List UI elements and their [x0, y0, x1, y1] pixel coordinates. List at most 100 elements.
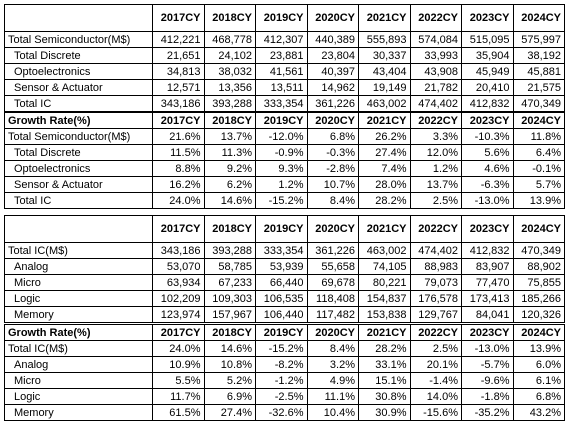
table-cell: 412,832: [461, 95, 514, 112]
year-header: 2024CY: [512, 112, 565, 129]
table-row: Memory 123,974 157,967 106,440 117,482 153,83…: [4, 306, 565, 323]
table-header-row: Growth Rate(%) 2017CY 2018CY 2019CY 2020CY 20…: [4, 324, 565, 341]
table-cell: 23,804: [306, 47, 359, 64]
table-cell: 79,073: [409, 274, 462, 291]
year-header: 2023CY: [461, 324, 514, 341]
table-cell: 106,440: [255, 306, 308, 323]
year-header: 2021CY: [358, 324, 411, 341]
year-header: 2019CY: [255, 215, 308, 243]
table-cell: -10.3%: [461, 128, 514, 145]
row-label: Logic: [4, 388, 153, 405]
table-cell: 14.6%: [203, 340, 256, 357]
table-cell: 33.1%: [358, 356, 411, 373]
table-cell: 74,105: [358, 258, 411, 275]
table-cell: 5.2%: [203, 372, 256, 389]
row-label: Sensor & Actuator: [4, 176, 153, 193]
year-header: 2018CY: [203, 324, 256, 341]
table-cell: -13.0%: [461, 192, 514, 209]
table-cell: 157,967: [203, 306, 256, 323]
year-header: 2024CY: [512, 215, 565, 243]
table-cell: 412,307: [255, 31, 308, 48]
table-header-label: [4, 215, 153, 243]
table-header-label: [4, 4, 153, 32]
table-cell: 16.2%: [152, 176, 205, 193]
table-row: Optoelectronics 8.8% 9.2% 9.3% -2.8% 7.4% 1.2%…: [4, 160, 565, 177]
row-label: Total IC: [4, 192, 153, 209]
table-cell: -1.8%: [461, 388, 514, 405]
ic-growth-table: Growth Rate(%) 2017CY 2018CY 2019CY 2020CY 20…: [4, 324, 565, 421]
table-cell: 3.3%: [409, 128, 462, 145]
table-cell: 8.8%: [152, 160, 205, 177]
row-label: Total Semiconductor(M$): [4, 128, 153, 145]
table-cell: 23,881: [255, 47, 308, 64]
table-cell: 5.6%: [461, 144, 514, 161]
table-cell: 15.1%: [358, 372, 411, 389]
year-header: 2023CY: [461, 215, 514, 243]
table-cell: 6.8%: [512, 388, 565, 405]
table-cell: -32.6%: [255, 404, 308, 421]
table-cell: 34,813: [152, 63, 205, 80]
table-cell: 88,902: [512, 258, 565, 275]
table-cell: 8.4%: [306, 192, 359, 209]
semiconductor-growth-table: Growth Rate(%) 2017CY 2018CY 2019CY 2020CY 20…: [4, 112, 565, 209]
year-header: 2017CY: [152, 112, 205, 129]
table-cell: 53,070: [152, 258, 205, 275]
table-cell: 412,221: [152, 31, 205, 48]
table-row: Analog 53,070 58,785 53,939 55,658 74,105 88,9…: [4, 258, 565, 275]
table-row: Sensor & Actuator 12,571 13,356 13,511 14,96…: [4, 79, 565, 96]
table-cell: 45,881: [512, 63, 565, 80]
year-header: 2018CY: [203, 112, 256, 129]
table-cell: 5.7%: [512, 176, 565, 193]
table-cell: 468,778: [203, 31, 256, 48]
row-label: Micro: [4, 372, 153, 389]
table-cell: 35,904: [461, 47, 514, 64]
table-cell: 24,102: [203, 47, 256, 64]
table-cell: 63,934: [152, 274, 205, 291]
table-cell: 13.9%: [512, 192, 565, 209]
table-cell: 43,908: [409, 63, 462, 80]
row-label: Optoelectronics: [4, 160, 153, 177]
table-cell: 3.2%: [306, 356, 359, 373]
table-cell: 13.7%: [203, 128, 256, 145]
table-cell: 40,397: [306, 63, 359, 80]
table-cell: 153,838: [358, 306, 411, 323]
table-cell: 21,651: [152, 47, 205, 64]
table-cell: 14,962: [306, 79, 359, 96]
table-cell: 55,658: [306, 258, 359, 275]
table-cell: 20,410: [461, 79, 514, 96]
year-header: 2020CY: [306, 215, 359, 243]
table-cell: 515,095: [461, 31, 514, 48]
table-cell: 69,678: [306, 274, 359, 291]
table-cell: -15.2%: [255, 192, 308, 209]
table-cell: 9.2%: [203, 160, 256, 177]
table-cell: 33,993: [409, 47, 462, 64]
table-cell: 118,408: [306, 290, 359, 307]
table-cell: -1.4%: [409, 372, 462, 389]
table-cell: 27.4%: [203, 404, 256, 421]
year-header: 2021CY: [358, 4, 411, 32]
table-row: Memory 61.5% 27.4% -32.6% 10.4% 30.9% -15.6% -3…: [4, 404, 565, 421]
row-label: Total IC(M$): [4, 340, 153, 357]
table-cell: 80,221: [358, 274, 411, 291]
table-cell: 11.5%: [152, 144, 205, 161]
table-cell: 26.2%: [358, 128, 411, 145]
table-cell: 470,349: [512, 95, 565, 112]
table-cell: 6.2%: [203, 176, 256, 193]
semiconductor-revenue-table: 2017CY 2018CY 2019CY 2020CY 2021CY 2022CY 2023…: [4, 4, 565, 112]
table-cell: 185,266: [512, 290, 565, 307]
table-cell: 176,578: [409, 290, 462, 307]
year-header: 2020CY: [306, 112, 359, 129]
table-cell: 8.4%: [306, 340, 359, 357]
table-cell: 333,354: [255, 242, 308, 259]
table-cell: 88,983: [409, 258, 462, 275]
table-cell: 20.1%: [409, 356, 462, 373]
table-cell: 1.2%: [255, 176, 308, 193]
table-row: Total Semiconductor(M$) 21.6% 13.7% -12.0% 6…: [4, 128, 565, 145]
table-cell: 1.2%: [409, 160, 462, 177]
year-header: 2020CY: [306, 324, 359, 341]
table-cell: 12.0%: [409, 144, 462, 161]
table-cell: 574,084: [409, 31, 462, 48]
table-cell: -13.0%: [461, 340, 514, 357]
table-cell: 474,402: [409, 95, 462, 112]
table-cell: 6.4%: [512, 144, 565, 161]
